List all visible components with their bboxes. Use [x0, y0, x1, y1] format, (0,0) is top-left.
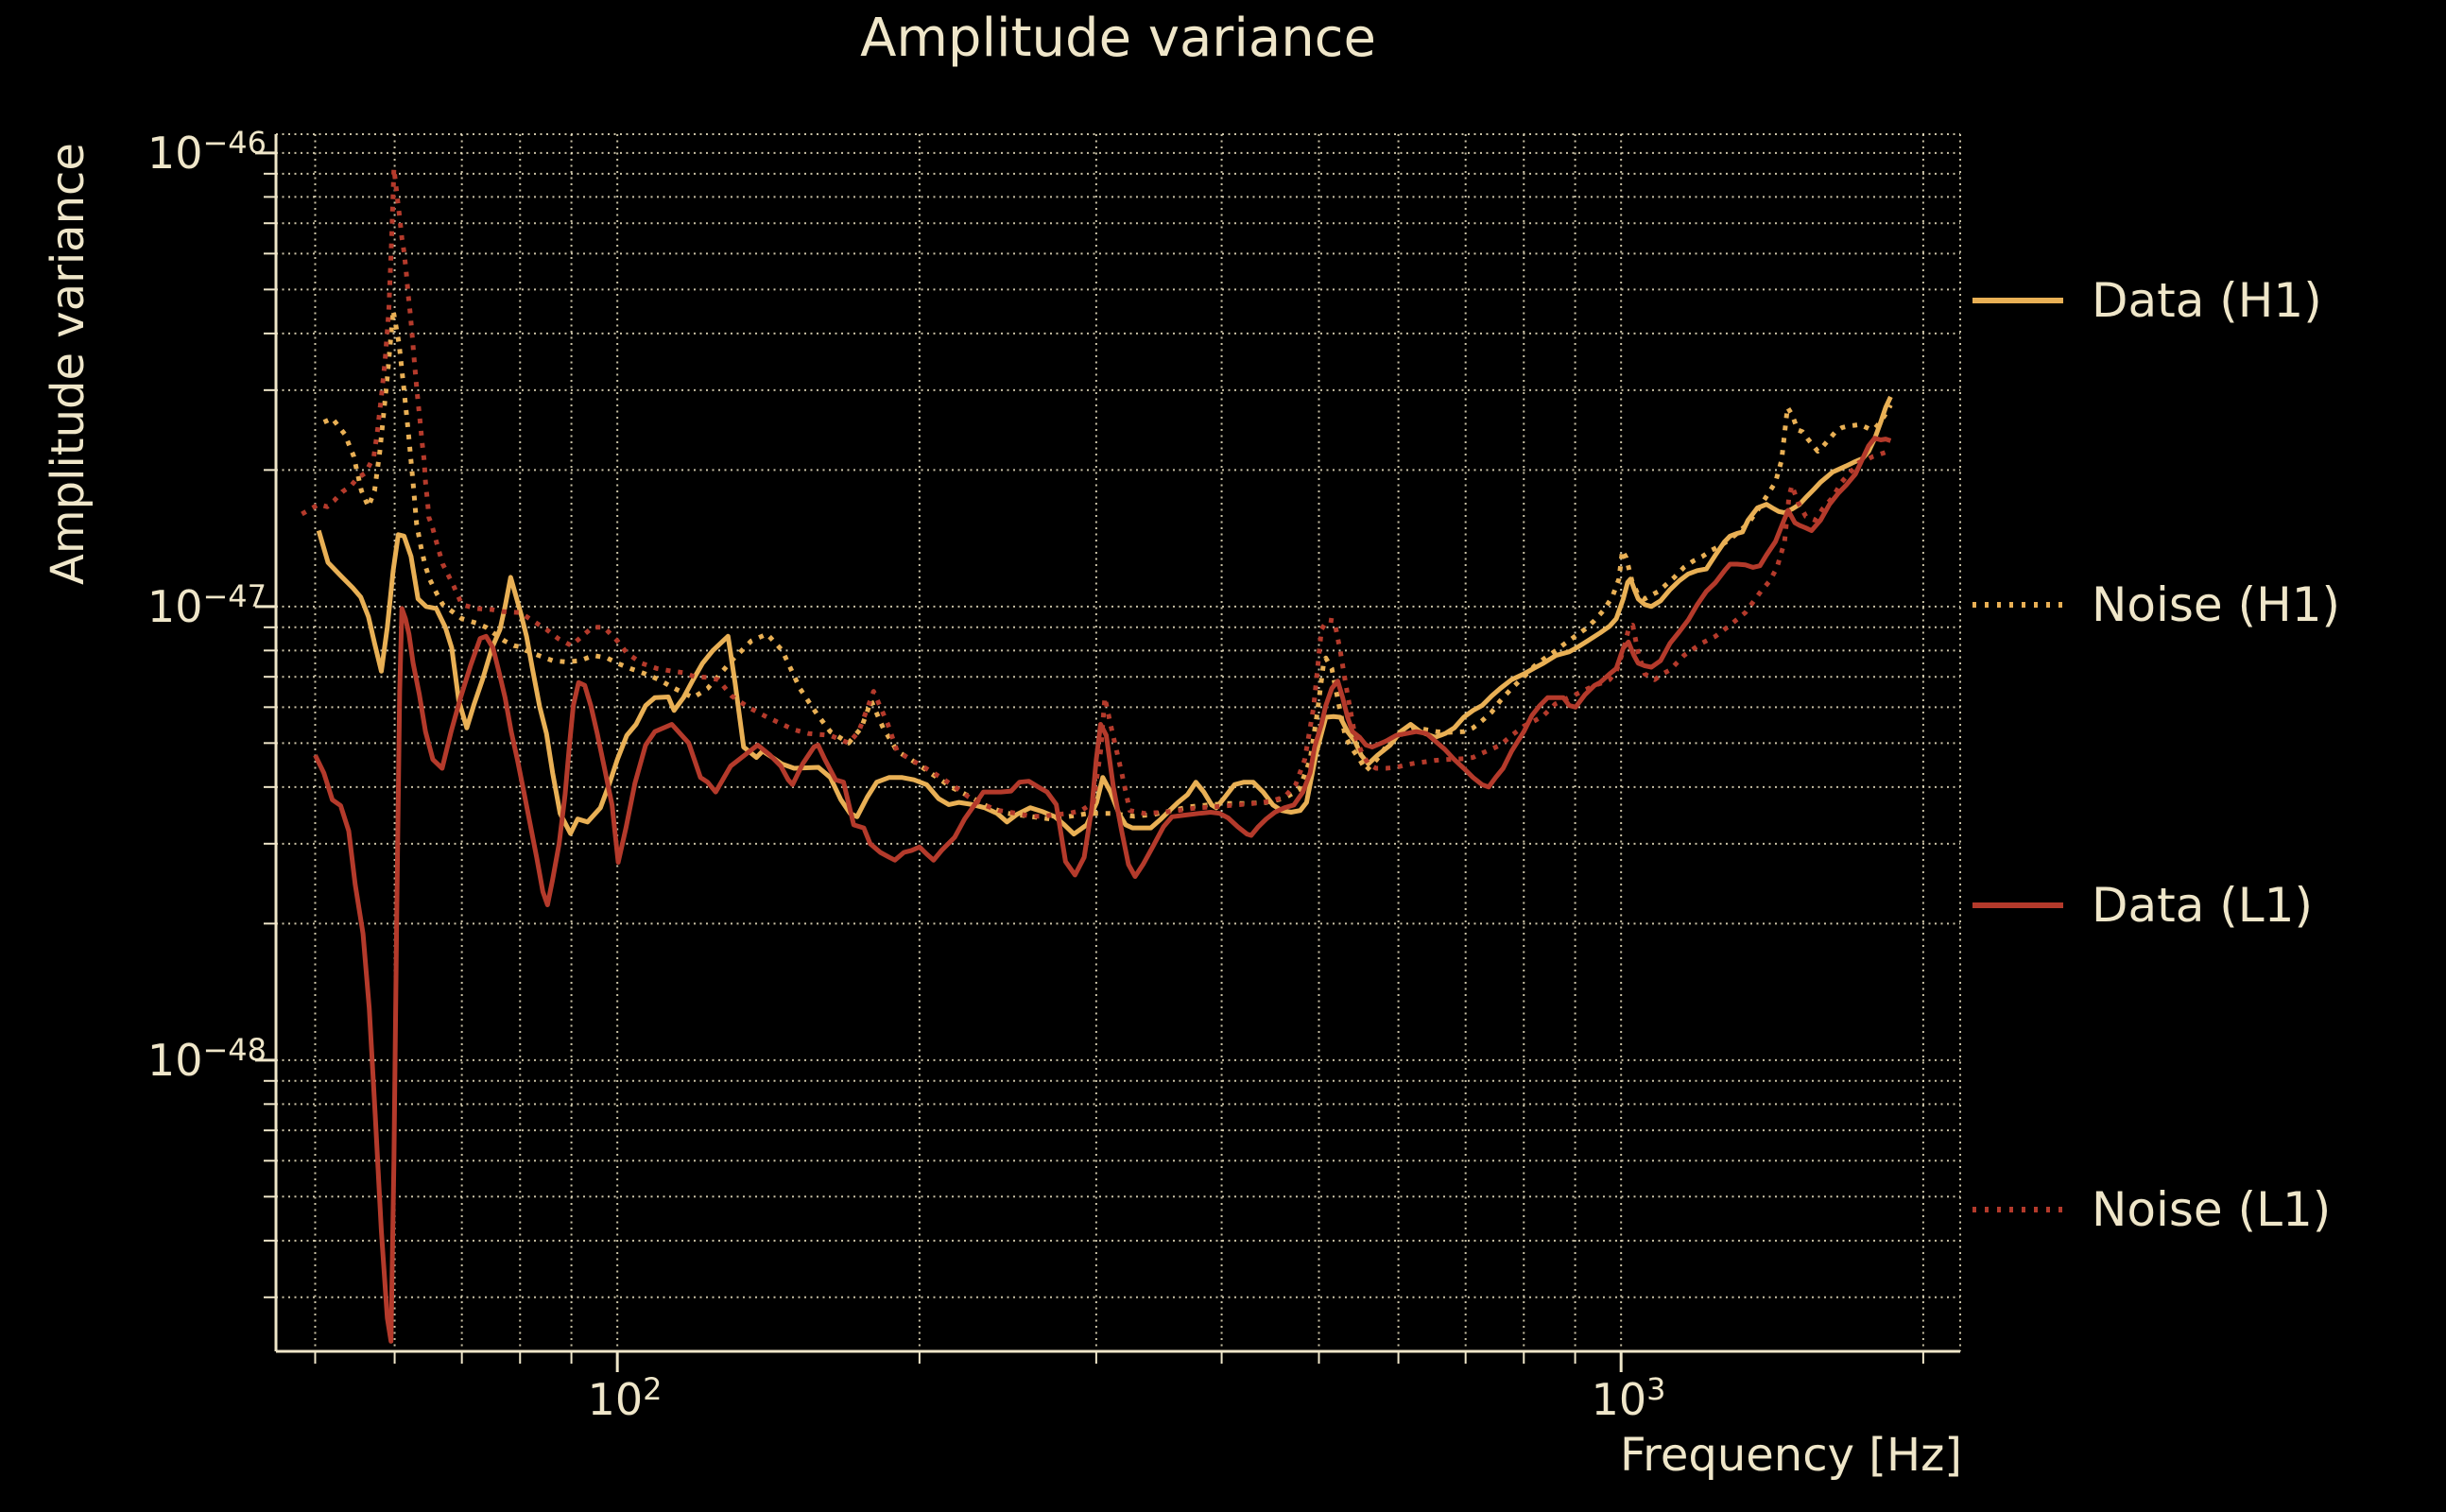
x-tick-label-100: 102 — [587, 1371, 663, 1425]
y-tick-label-1e-47: 10−47 — [146, 577, 267, 632]
y-axis-label: Amplitude variance — [42, 143, 95, 585]
x-tick-label-1000: 103 — [1591, 1371, 1666, 1425]
legend-item-noise-h1: Noise (H1) — [1971, 576, 2340, 633]
legend-label: Data (L1) — [2092, 878, 2313, 933]
legend-label: Noise (H1) — [2092, 577, 2341, 632]
data-series-lines — [301, 165, 1893, 1344]
series-line-noise_l1 — [301, 165, 1890, 819]
legend-label: Data (H1) — [2092, 273, 2322, 328]
series-line-data_l1 — [313, 436, 1892, 1344]
legend-item-data-h1: Data (H1) — [1971, 272, 2322, 329]
series-line-noise_h1 — [322, 307, 1893, 822]
legend-line-sample-noise-h1 — [1972, 602, 2063, 608]
y-tick-label-1e-46: 10−46 — [146, 124, 267, 179]
legend-label: Noise (L1) — [2092, 1182, 2332, 1237]
gridlines — [276, 134, 1960, 1351]
series-line-data_h1 — [316, 395, 1893, 837]
chart-title: Amplitude variance — [860, 8, 1376, 69]
axis-tick-marks — [255, 151, 1924, 1372]
legend-line-sample-data-h1 — [1972, 298, 2063, 303]
legend-item-data-l1: Data (L1) — [1971, 877, 2313, 934]
x-axis-label: Frequency [Hz] — [1620, 1429, 1962, 1482]
legend-line-sample-noise-l1 — [1972, 1207, 2063, 1212]
legend-item-noise-l1: Noise (L1) — [1971, 1181, 2331, 1238]
legend-line-sample-data-l1 — [1972, 902, 2063, 908]
y-tick-label-1e-48: 10−48 — [146, 1031, 267, 1086]
